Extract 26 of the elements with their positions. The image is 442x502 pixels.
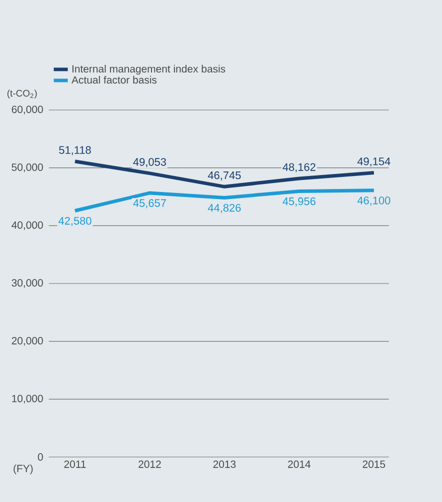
y-tick-label: 40,000	[12, 221, 43, 230]
y-tick-label: 60,000	[12, 106, 43, 114]
data-label: 42,580	[58, 216, 92, 226]
data-label: 45,657	[133, 199, 166, 208]
y-tick-label: 50,000	[12, 164, 43, 172]
data-label: 44,826	[208, 204, 241, 214]
y-axis-title: (t-CO$_{2}$)	[7, 90, 37, 98]
data-label: 51,118	[59, 146, 91, 156]
y-tick-label: 30,000	[12, 279, 43, 288]
data-label: 46,745	[208, 171, 241, 180]
x-tick-label: 2013	[213, 460, 236, 468]
data-label: 48,162	[282, 163, 316, 172]
y-tick-label: 20,000	[12, 337, 43, 346]
x-tick-label: 2012	[138, 460, 161, 468]
x-tick-label: 2015	[362, 460, 386, 468]
legend-label: Internal management index basis	[72, 64, 226, 75]
data-label: 45,956	[282, 197, 316, 206]
x-tick-label: 2014	[288, 460, 310, 468]
y-tick-label: 0	[38, 453, 43, 461]
data-label: 49,154	[357, 157, 390, 167]
data-label: 46,100	[357, 196, 390, 206]
x-axis-title: (FY)	[14, 464, 33, 474]
y-tick-label: 10,000	[12, 394, 43, 404]
legend-label: Actual factor basis	[72, 76, 157, 84]
data-label: 49,053	[133, 158, 166, 168]
x-tick-label: 2011	[64, 460, 86, 468]
